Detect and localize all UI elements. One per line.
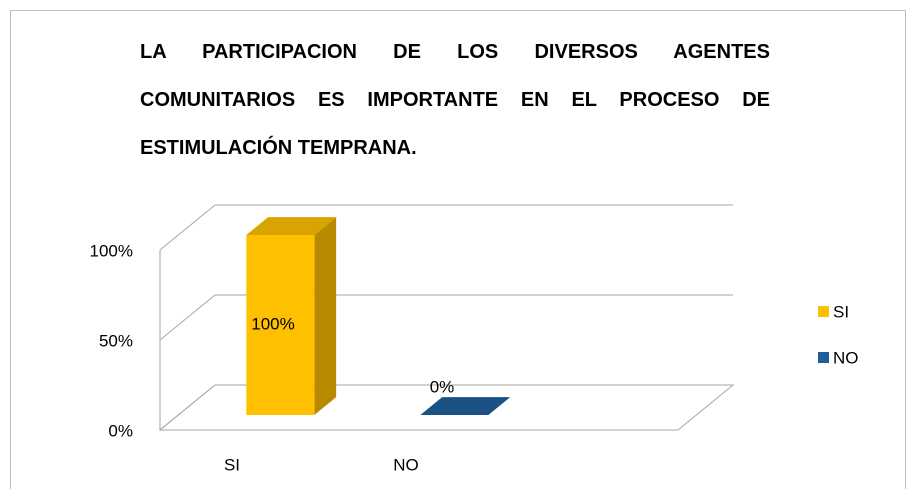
y-tick-label: 50%: [99, 331, 133, 350]
grid-line: [159, 384, 733, 431]
chart-title: LA PARTICIPACION DE LOS DIVERSOS AGENTES…: [140, 41, 770, 159]
bar-face: [246, 235, 315, 415]
x-tick-label: NO: [393, 455, 419, 474]
value-label: 100%: [251, 314, 294, 333]
grid-line: [159, 294, 733, 341]
legend-label: NO: [833, 348, 859, 367]
bar-face: [420, 397, 511, 415]
legend-swatch: [818, 352, 829, 363]
bar-face: [314, 217, 337, 415]
bar: [420, 397, 511, 415]
legend-label: SI: [833, 302, 849, 321]
y-tick-label: 100%: [90, 241, 133, 260]
grid-line: [159, 204, 733, 251]
bar-face: [246, 217, 337, 235]
legend-swatch: [818, 306, 829, 317]
bar: [246, 217, 337, 415]
y-tick-label: 0%: [108, 421, 133, 440]
x-tick-label: SI: [224, 455, 240, 474]
value-label: 0%: [430, 377, 455, 396]
chart-frame: [10, 10, 906, 489]
